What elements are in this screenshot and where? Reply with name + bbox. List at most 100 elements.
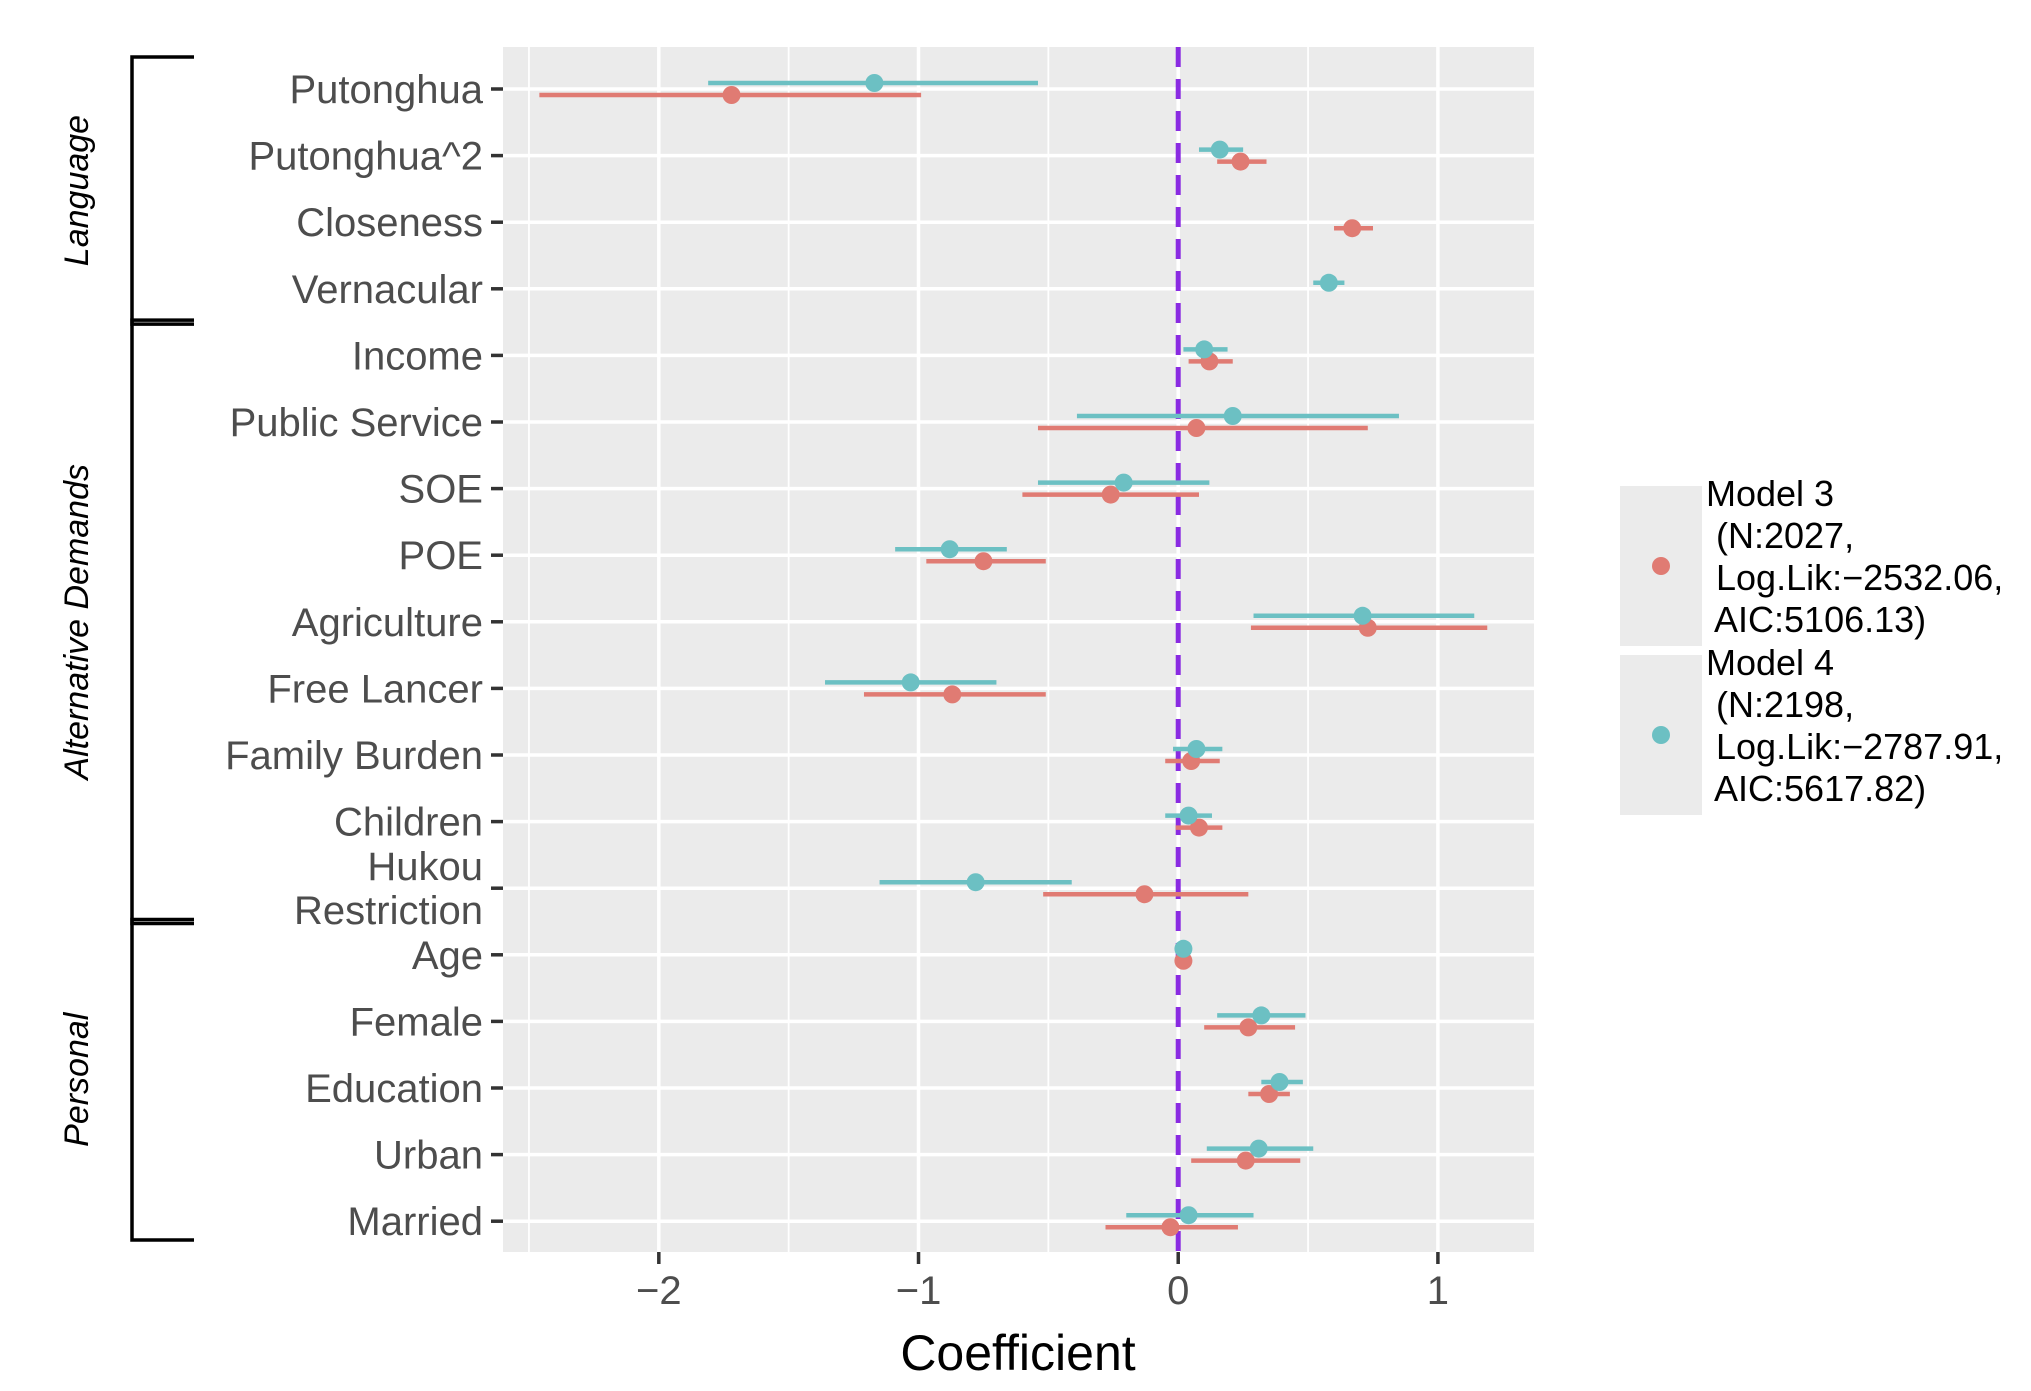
- estimate-point: [940, 540, 959, 559]
- legend-label-line: AIC:5617.82): [1706, 768, 1926, 809]
- legend-item: Model 3 (N:2027, Log.Lik:−2532.06, AIC:5…: [1620, 473, 2003, 646]
- group-bracket: Language: [58, 55, 194, 326]
- legend-label-line: (N:2027,: [1706, 515, 1854, 556]
- estimate-point: [1189, 818, 1208, 837]
- estimate-point: [1319, 273, 1338, 292]
- estimate-point: [1270, 1073, 1289, 1091]
- y-tick-label: Free Lancer: [267, 667, 483, 711]
- legend-label-line: Log.Lik:−2532.06,: [1706, 557, 2003, 598]
- legend-label-line: Model 3: [1706, 473, 1834, 514]
- estimate-point: [1343, 219, 1362, 238]
- group-label: Language: [58, 115, 96, 266]
- y-tick-label-line: Age: [412, 934, 483, 978]
- y-tick-label: Agriculture: [292, 601, 483, 645]
- estimate-point: [901, 673, 920, 692]
- y-tick-label-line: Putonghua^2: [248, 135, 483, 179]
- y-tick-label-line: Children: [334, 801, 483, 845]
- y-tick-label: Age: [412, 934, 483, 978]
- y-tick-label: Family Burden: [225, 734, 483, 778]
- y-tick-label-line: Income: [352, 334, 483, 378]
- panel-background: [503, 47, 1534, 1252]
- estimate-point: [1114, 473, 1133, 492]
- y-tick-label-line: SOE: [399, 468, 483, 512]
- bracket-line: [130, 318, 194, 926]
- estimate-point: [974, 552, 993, 571]
- estimate-point: [1101, 485, 1120, 504]
- estimate-point: [722, 86, 741, 104]
- estimate-point: [1187, 419, 1206, 437]
- y-tick-label: Vernacular: [292, 268, 483, 312]
- estimate-point: [1179, 1206, 1198, 1225]
- estimate-point: [1231, 152, 1250, 171]
- legend-label-line: (N:2198,: [1706, 684, 1854, 725]
- x-tick-label: −2: [636, 1269, 682, 1313]
- y-tick-label-line: Female: [350, 1000, 483, 1044]
- y-tick-label: Married: [347, 1200, 483, 1244]
- estimate-point: [1135, 885, 1154, 904]
- estimate-point: [1161, 1218, 1180, 1237]
- y-tick-label-line: Putonghua: [289, 68, 483, 112]
- legend-label: Model 4 (N:2198, Log.Lik:−2787.91, AIC:5…: [1706, 642, 2003, 809]
- estimate-point: [1187, 740, 1206, 758]
- y-tick-label: Public Service: [230, 401, 483, 445]
- group-label: Alternative Demands: [58, 464, 96, 782]
- estimate-point: [1260, 1085, 1279, 1103]
- y-tick-label-line: Public Service: [230, 401, 483, 445]
- bracket-line: [130, 55, 194, 326]
- y-tick-label: Putonghua^2: [248, 135, 483, 179]
- y-tick-label-line: Hukou: [367, 845, 483, 889]
- estimate-point: [1195, 340, 1214, 359]
- estimate-point: [966, 873, 985, 892]
- bracket-line: [130, 917, 194, 1242]
- series-marks: [539, 74, 1488, 1237]
- estimate-point: [1236, 1151, 1255, 1170]
- estimate-point: [1239, 1018, 1258, 1037]
- x-tick-label: 0: [1167, 1269, 1189, 1313]
- group-brackets: Language Alternative Demands Personal: [58, 55, 194, 1242]
- y-tick-label: Putonghua: [289, 68, 483, 112]
- y-tick-label: Female: [350, 1000, 483, 1044]
- estimate-point: [1252, 1006, 1271, 1025]
- y-tick-label-line: Urban: [374, 1134, 483, 1178]
- legend-label: Model 3 (N:2027, Log.Lik:−2532.06, AIC:5…: [1706, 473, 2003, 640]
- estimate-point: [1223, 407, 1242, 425]
- estimate-point: [943, 685, 962, 704]
- legend-key-point: [1652, 557, 1670, 575]
- x-tick-label: −1: [896, 1269, 942, 1313]
- estimate-point: [865, 74, 884, 92]
- y-tick-label: POE: [399, 534, 483, 578]
- legend-label-line: Model 4: [1706, 642, 1834, 683]
- series-2: [708, 74, 1475, 1225]
- y-tick-label-line: Restriction: [294, 889, 483, 933]
- y-tick-label-line: Closeness: [296, 201, 483, 245]
- estimate-point: [1179, 806, 1198, 825]
- y-tick-label: Closeness: [296, 201, 483, 245]
- y-tick-label-line: Married: [347, 1200, 483, 1244]
- y-tick-label: SOE: [399, 468, 483, 512]
- legend-label-line: Log.Lik:−2787.91,: [1706, 726, 2003, 767]
- y-tick-label-line: Vernacular: [292, 268, 483, 312]
- legend-label-line: AIC:5106.13): [1706, 599, 1926, 640]
- estimate-point: [1353, 606, 1372, 625]
- series-1: [539, 86, 1488, 1237]
- y-tick-label: Hukou Restriction: [294, 845, 483, 933]
- legend-key-point: [1652, 726, 1670, 744]
- y-tick-label-line: Free Lancer: [267, 667, 483, 711]
- estimate-point: [1174, 939, 1193, 958]
- legend-item: Model 4 (N:2198, Log.Lik:−2787.91, AIC:5…: [1620, 642, 2003, 815]
- y-tick-label: Income: [352, 334, 483, 378]
- y-axis: Putonghua Putonghua^2 Closeness Vernacular I…: [225, 68, 503, 1244]
- y-tick-label-line: Agriculture: [292, 601, 483, 645]
- y-tick-label: Education: [305, 1067, 483, 1111]
- x-axis-title: Coefficient: [900, 1325, 1135, 1381]
- group-bracket: Personal: [58, 917, 194, 1242]
- y-tick-label-line: Family Burden: [225, 734, 483, 778]
- group-label: Personal: [58, 1011, 96, 1147]
- group-bracket: Alternative Demands: [58, 318, 194, 926]
- y-tick-label: Children: [334, 801, 483, 845]
- estimate-point: [1210, 140, 1229, 159]
- estimate-point: [1249, 1139, 1268, 1158]
- legend: Model 3 (N:2027, Log.Lik:−2532.06, AIC:5…: [1620, 473, 2003, 815]
- y-tick-label-line: Education: [305, 1067, 483, 1111]
